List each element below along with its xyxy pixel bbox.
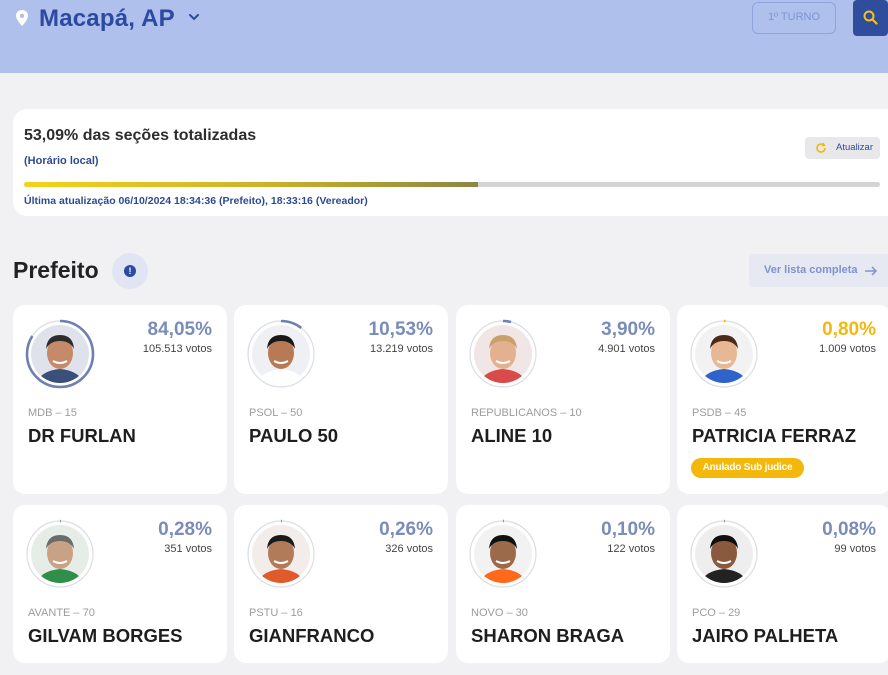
candidate-name: PATRICIA FERRAZ	[692, 425, 857, 446]
refresh-icon	[816, 142, 826, 153]
search-button[interactable]	[853, 0, 888, 36]
view-full-list-link[interactable]: Ver lista completa	[749, 254, 888, 287]
vote-count: 326 votos	[385, 543, 433, 555]
party-number: PSTU – 16	[249, 607, 303, 619]
vote-percentage: 0,80%	[822, 319, 876, 340]
candidate-name: ALINE 10	[471, 425, 553, 446]
status-badge: Anulado Sub judice	[691, 458, 804, 478]
vote-count: 122 votos	[607, 543, 655, 555]
candidate-name: GILVAM BORGES	[28, 625, 183, 646]
vote-count: 99 votos	[834, 543, 876, 555]
candidate-card[interactable]: 0,26% 326 votos PSTU – 16 GIANFRANCO	[234, 505, 448, 663]
refresh-label: Atualizar	[836, 142, 873, 153]
candidate-photo	[689, 319, 759, 389]
info-button[interactable]: !	[112, 253, 148, 289]
turno-button[interactable]: 1º TURNO	[752, 2, 836, 34]
vote-percentage: 0,26%	[379, 519, 433, 540]
candidate-card[interactable]: 3,90% 4.901 votos REPUBLICANOS – 10 ALINE 1…	[456, 305, 670, 494]
candidate-name: SHARON BRAGA	[471, 625, 625, 646]
vote-percentage: 10,53%	[368, 319, 433, 340]
city-selector[interactable]: Macapá, AP	[39, 5, 175, 32]
last-update-text: Última atualização 06/10/2024 18:34:36 (…	[24, 195, 368, 207]
vote-count: 4.901 votos	[598, 343, 655, 355]
vote-percentage: 0,08%	[822, 519, 876, 540]
vote-share-ring	[25, 319, 95, 389]
vote-share-ring	[246, 519, 316, 589]
candidate-card[interactable]: 0,80% 1.009 votos PSDB – 45 PATRICIA FERRAZ…	[677, 305, 888, 494]
candidate-card[interactable]: 10,53% 13.219 votos PSOL – 50 PAULO 50	[234, 305, 448, 494]
candidate-photo	[25, 319, 95, 389]
totalization-progress-fill	[24, 182, 479, 187]
candidate-card[interactable]: 0,28% 351 votos AVANTE – 70 GILVAM BORGES	[13, 505, 227, 663]
candidate-card[interactable]: 0,08% 99 votos PCO – 29 JAIRO PALHETA	[677, 505, 888, 663]
candidate-name: DR FURLAN	[28, 425, 136, 446]
vote-share-ring	[689, 519, 759, 589]
totalization-panel: 53,09% das seções totalizadas (Horário l…	[13, 109, 888, 216]
vote-share-ring	[468, 319, 538, 389]
vote-percentage: 84,05%	[147, 319, 212, 340]
view-full-list-label: Ver lista completa	[764, 264, 858, 276]
party-number: PCO – 29	[692, 607, 741, 619]
candidate-photo	[25, 519, 95, 589]
vote-count: 105.513 votos	[142, 343, 212, 355]
totalization-progress	[24, 182, 880, 187]
vote-percentage: 0,10%	[601, 519, 655, 540]
candidate-photo	[689, 519, 759, 589]
totalization-title: 53,09% das seções totalizadas	[24, 127, 257, 144]
party-number: MDB – 15	[28, 407, 77, 419]
vote-share-ring	[246, 319, 316, 389]
party-number: REPUBLICANOS – 10	[471, 407, 582, 419]
candidate-name: JAIRO PALHETA	[692, 625, 839, 646]
vote-share-ring	[689, 319, 759, 389]
refresh-button[interactable]: Atualizar	[805, 137, 880, 159]
candidate-photo	[468, 319, 538, 389]
chevron-down-icon[interactable]	[187, 11, 201, 23]
candidate-card[interactable]: 0,10% 122 votos NOVO – 30 SHARON BRAGA	[456, 505, 670, 663]
vote-share-ring	[468, 519, 538, 589]
candidate-card[interactable]: 84,05% 105.513 votos MDB – 15 DR FURLAN	[13, 305, 227, 494]
party-number: AVANTE – 70	[28, 607, 95, 619]
candidate-photo	[246, 519, 316, 589]
vote-count: 351 votos	[164, 543, 212, 555]
header-band: Macapá, AP 1º TURNO	[0, 0, 888, 73]
vote-share-ring	[25, 519, 95, 589]
section-title: Prefeito	[13, 257, 99, 283]
candidate-name: GIANFRANCO	[249, 625, 375, 646]
local-time-note: (Horário local)	[24, 155, 99, 167]
candidate-photo	[246, 319, 316, 389]
arrow-right-icon	[865, 266, 878, 276]
vote-percentage: 3,90%	[601, 319, 655, 340]
info-icon: !	[124, 265, 136, 277]
candidate-photo	[468, 519, 538, 589]
search-icon	[863, 10, 878, 25]
party-number: PSDB – 45	[692, 407, 747, 419]
party-number: NOVO – 30	[471, 607, 528, 619]
vote-count: 13.219 votos	[370, 343, 433, 355]
candidate-name: PAULO 50	[249, 425, 339, 446]
party-number: PSOL – 50	[249, 407, 303, 419]
location-pin-icon	[16, 10, 28, 26]
vote-percentage: 0,28%	[158, 519, 212, 540]
vote-count: 1.009 votos	[819, 343, 876, 355]
